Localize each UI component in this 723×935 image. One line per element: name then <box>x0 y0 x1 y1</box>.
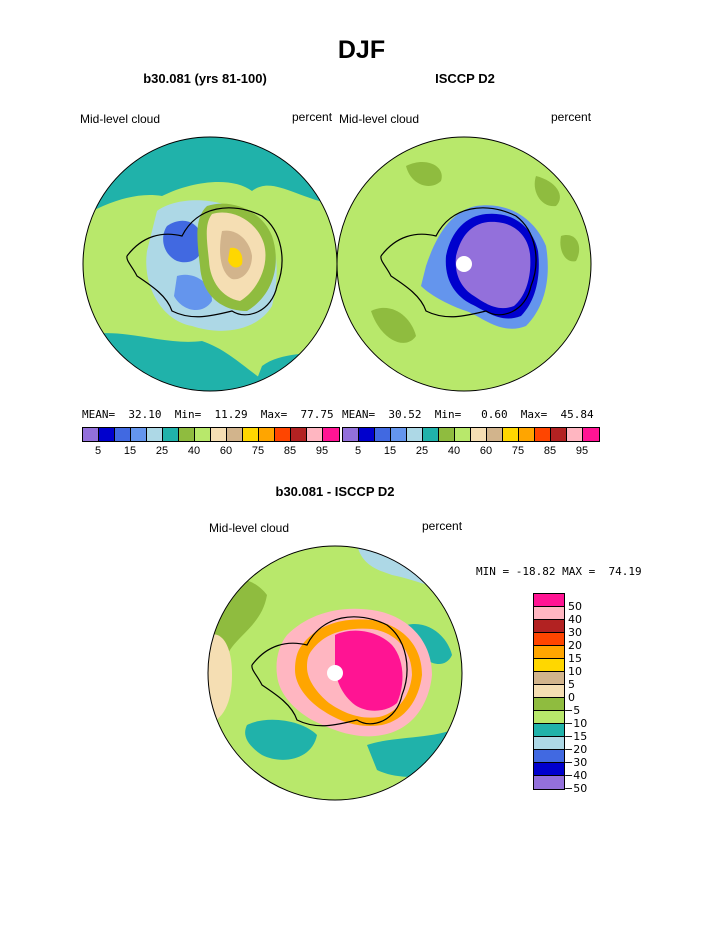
colorbar-cell <box>534 776 564 789</box>
colorbar-cell <box>131 428 147 441</box>
diff-panel-variable-label: Mid-level cloud <box>209 521 290 535</box>
diff-colorbar-tick-label: 0 <box>568 691 575 704</box>
diff-colorbar-tick-label: 30 <box>568 626 582 639</box>
colorbar-cell <box>534 646 564 659</box>
colorbar-cell <box>583 428 599 441</box>
colorbar-cell <box>343 428 359 441</box>
colorbar-tick-label: 5 <box>354 445 362 457</box>
panel-2-title: ISCCP D2 <box>435 71 495 86</box>
colorbar-cell <box>534 737 564 750</box>
colorbar-cell <box>534 594 564 607</box>
colorbar-cell <box>243 428 259 441</box>
colorbar-cell <box>534 685 564 698</box>
diff-colorbar-tick-label: −5 <box>564 704 581 717</box>
colorbar-cell <box>534 724 564 737</box>
colorbar-tick-label: 40 <box>187 445 201 457</box>
colorbar-cell <box>99 428 115 441</box>
colorbar-cell <box>534 620 564 633</box>
colorbar-tick-label: 25 <box>155 445 169 457</box>
panel-2-units-label: percent <box>551 110 592 124</box>
diff-colorbar-tick-label: 20 <box>568 639 582 652</box>
diff-colorbar-tick-label: −50 <box>564 782 588 795</box>
colorbar-cell <box>375 428 391 441</box>
diff-panel-stats: MIN = -18.82 MAX = 74.19 <box>476 565 642 578</box>
colorbar-tick-label: 60 <box>479 445 493 457</box>
diff-colorbar-tick-label: 50 <box>568 600 582 613</box>
diff-panel-title: b30.081 - ISCCP D2 <box>275 484 395 499</box>
colorbar-cell <box>195 428 211 441</box>
colorbar-cell <box>455 428 471 441</box>
colorbar-cell <box>471 428 487 441</box>
colorbar-tick-label: 85 <box>543 445 557 457</box>
colorbar-cell <box>551 428 567 441</box>
colorbar-tick-label: 85 <box>283 445 297 457</box>
diff-colorbar-tick-label: −20 <box>564 743 588 756</box>
colorbar-cell <box>534 763 564 776</box>
colorbar-cell <box>115 428 131 441</box>
colorbar-cell <box>567 428 583 441</box>
panel-2-stats: MEAN= 30.52 Min= 0.60 Max= 45.84 <box>342 408 594 421</box>
panel-2-colorbar <box>342 427 600 442</box>
colorbar-cell <box>211 428 227 441</box>
colorbar-cell <box>534 750 564 763</box>
colorbar-cell <box>275 428 291 441</box>
colorbar-tick-label: 75 <box>511 445 525 457</box>
colorbar-tick-label: 5 <box>94 445 102 457</box>
colorbar-cell <box>407 428 423 441</box>
colorbar-cell <box>259 428 275 441</box>
diff-colorbar-tick-label: 40 <box>568 613 582 626</box>
colorbar-cell <box>439 428 455 441</box>
colorbar-cell <box>534 672 564 685</box>
colorbar-cell <box>163 428 179 441</box>
colorbar-cell <box>503 428 519 441</box>
diff-colorbar-tick-label: 5 <box>568 678 575 691</box>
colorbar-cell <box>179 428 195 441</box>
colorbar-tick-label: 15 <box>123 445 137 457</box>
colorbar-cell <box>359 428 375 441</box>
diff-colorbar-tick-label: −10 <box>564 717 588 730</box>
panel-2-map <box>336 136 592 392</box>
panel-1-variable-label: Mid-level cloud <box>80 112 161 126</box>
colorbar-cell <box>147 428 163 441</box>
panel-1-map <box>82 136 338 392</box>
colorbar-cell <box>423 428 439 441</box>
colorbar-cell <box>534 633 564 646</box>
colorbar-tick-label: 25 <box>415 445 429 457</box>
diff-colorbar-tick-label: −30 <box>564 756 588 769</box>
colorbar-tick-label: 75 <box>251 445 265 457</box>
colorbar-cell <box>534 698 564 711</box>
panel-1-units-label: percent <box>292 110 333 124</box>
diff-panel-map <box>207 545 463 801</box>
colorbar-cell <box>323 428 339 441</box>
diff-colorbar-tick-label: 15 <box>568 652 582 665</box>
diff-colorbar-tick-label: 10 <box>568 665 582 678</box>
panel-1-title: b30.081 (yrs 81-100) <box>143 71 267 86</box>
colorbar-cell <box>534 711 564 724</box>
colorbar-tick-label: 95 <box>575 445 589 457</box>
colorbar-tick-label: 40 <box>447 445 461 457</box>
panel-2-variable-label: Mid-level cloud <box>339 112 420 126</box>
diff-colorbar-tick-label: −15 <box>564 730 588 743</box>
colorbar-tick-label: 95 <box>315 445 329 457</box>
colorbar-tick-label: 60 <box>219 445 233 457</box>
diff-colorbar-tick-label: −40 <box>564 769 588 782</box>
colorbar-cell <box>227 428 243 441</box>
panel-1-stats: MEAN= 32.10 Min= 11.29 Max= 77.75 <box>82 408 334 421</box>
colorbar-cell <box>534 659 564 672</box>
colorbar-cell <box>391 428 407 441</box>
colorbar-cell <box>307 428 323 441</box>
colorbar-tick-label: 15 <box>383 445 397 457</box>
diff-panel-units-label: percent <box>422 519 463 533</box>
colorbar-cell <box>535 428 551 441</box>
colorbar-cell <box>291 428 307 441</box>
colorbar-cell <box>534 607 564 620</box>
colorbar-cell <box>487 428 503 441</box>
panel-1-colorbar <box>82 427 340 442</box>
colorbar-cell <box>519 428 535 441</box>
diff-colorbar <box>533 593 565 790</box>
main-title: DJF <box>337 36 386 64</box>
colorbar-cell <box>83 428 99 441</box>
